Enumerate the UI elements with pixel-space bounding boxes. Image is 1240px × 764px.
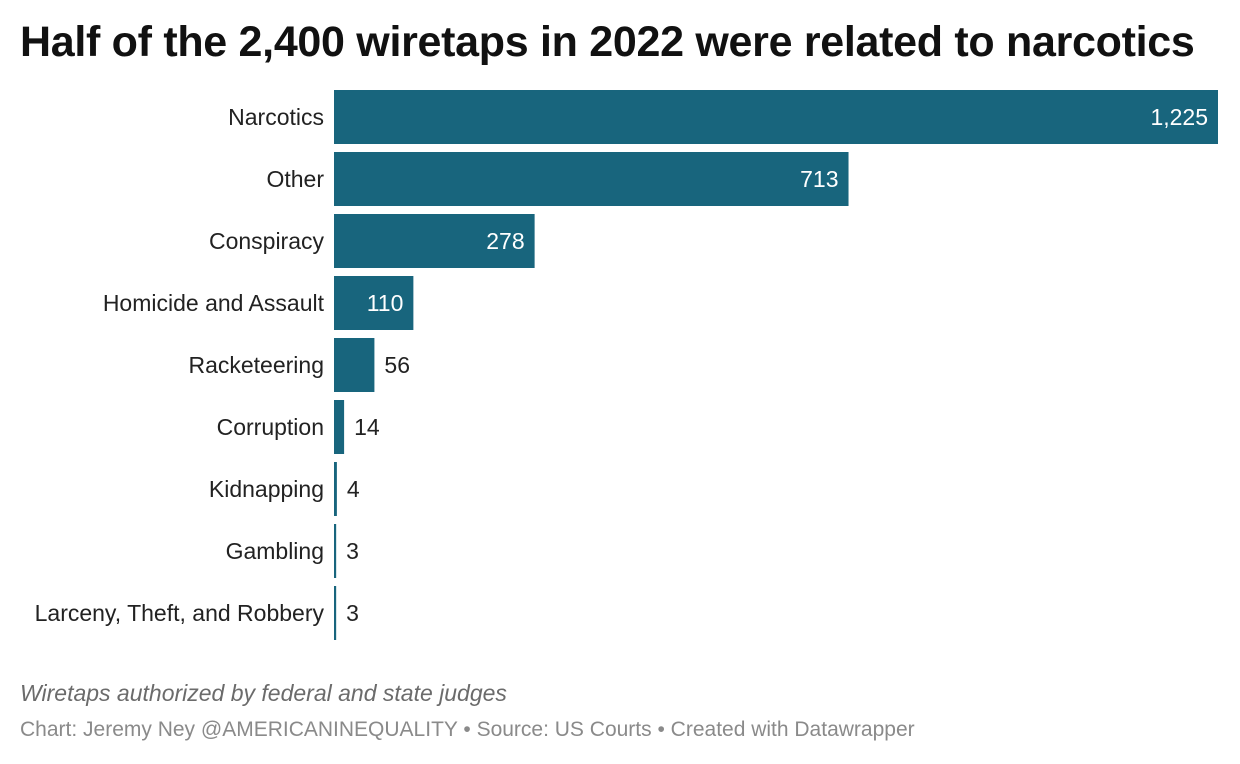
- chart-credit: Chart: Jeremy Ney @AMERICANINEQUALITY: [20, 718, 458, 741]
- bar-corruption: [334, 400, 345, 454]
- bar-other: [334, 152, 849, 206]
- value-label-kidnapping: 4: [347, 476, 360, 502]
- category-label-corruption: Corruption: [217, 414, 324, 440]
- chart-notes: Wiretaps authorized by federal and state…: [20, 680, 507, 706]
- chart-footer: Chart: Jeremy Ney @AMERICANINEQUALITY • …: [20, 718, 915, 742]
- value-label-racketeering: 56: [384, 352, 410, 378]
- category-label-kidnapping: Kidnapping: [209, 476, 324, 502]
- value-label-other: 713: [800, 166, 838, 192]
- created-with-credit: Created with Datawrapper: [670, 718, 915, 741]
- value-label-larceny-theft-and-robbery: 3: [346, 600, 359, 626]
- category-label-homicide-and-assault: Homicide and Assault: [103, 290, 325, 316]
- value-label-corruption: 14: [354, 414, 380, 440]
- category-label-gambling: Gambling: [226, 538, 324, 564]
- category-label-other: Other: [266, 166, 324, 192]
- bar-homicide-and-assault: [334, 276, 414, 330]
- value-label-gambling: 3: [346, 538, 359, 564]
- chart-title: Half of the 2,400 wiretaps in 2022 were …: [20, 18, 1195, 66]
- bar-narcotics: [334, 90, 1218, 144]
- value-label-conspiracy: 278: [486, 228, 524, 254]
- category-label-larceny-theft-and-robbery: Larceny, Theft, and Robbery: [35, 600, 325, 626]
- footer-separator: •: [651, 718, 671, 741]
- value-label-homicide-and-assault: 110: [367, 290, 404, 316]
- value-label-narcotics: 1,225: [1150, 104, 1208, 130]
- bar-gambling: [334, 524, 337, 578]
- footer-separator: •: [457, 718, 477, 741]
- bar-racketeering: [334, 338, 375, 392]
- category-label-narcotics: Narcotics: [228, 104, 324, 130]
- source-credit: Source: US Courts: [476, 718, 652, 741]
- category-label-racketeering: Racketeering: [188, 352, 324, 378]
- bar-larceny-theft-and-robbery: [334, 586, 337, 640]
- bar-conspiracy: [334, 214, 535, 268]
- category-label-conspiracy: Conspiracy: [209, 228, 325, 254]
- bar-kidnapping: [334, 462, 337, 516]
